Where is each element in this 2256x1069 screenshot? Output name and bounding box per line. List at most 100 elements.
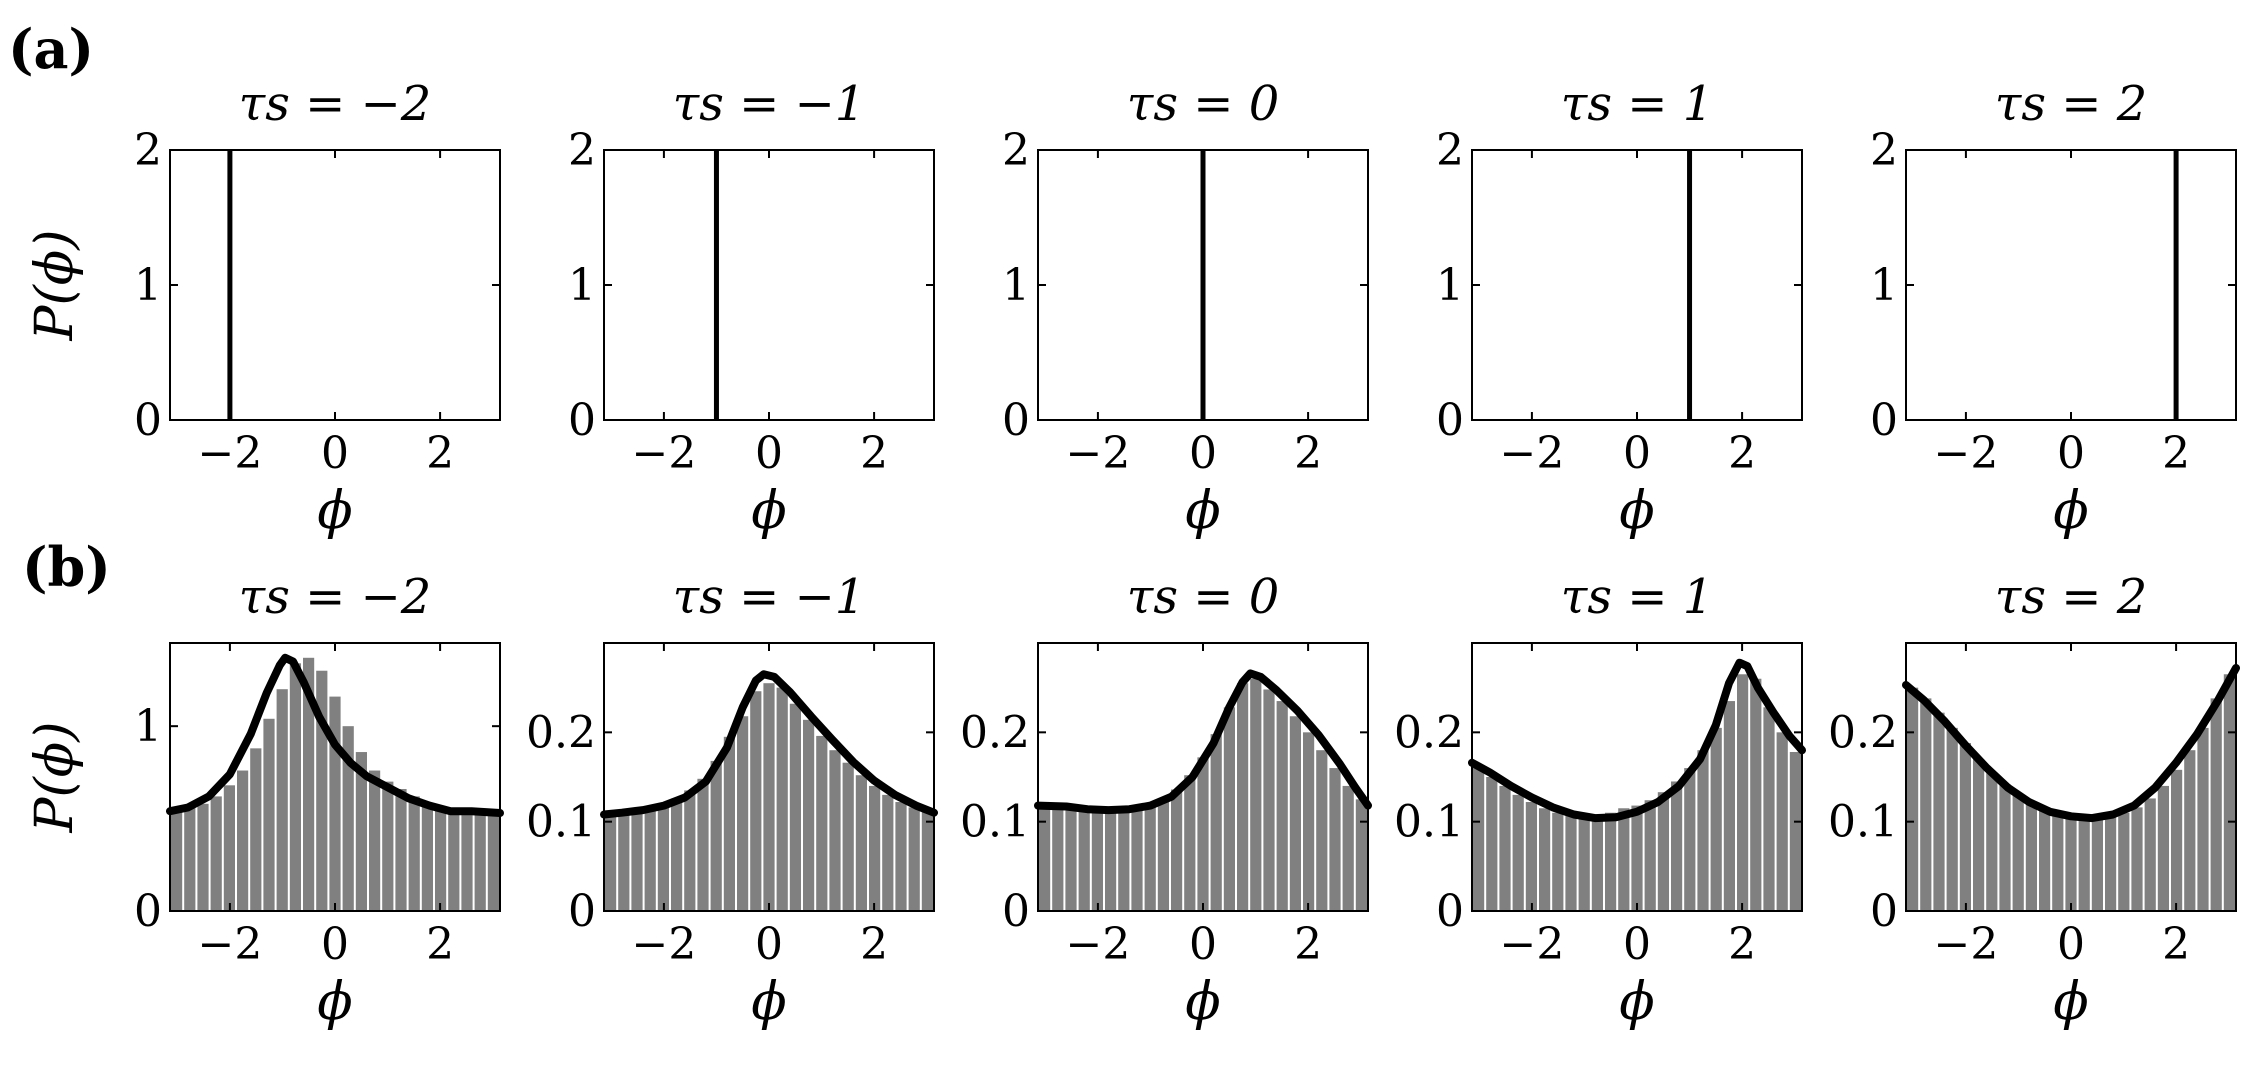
histogram-bar [618,811,630,911]
histogram-bar [1223,707,1235,911]
x-tick-label: 2 [860,428,888,479]
histogram-bar [1710,727,1722,911]
subplot-b-4: −2 0 2 0 0.1 0.2 τs = 1 ϕ [1394,569,1806,1032]
histogram-bar [882,794,894,911]
x-tick-label: 0 [1623,428,1651,479]
x-tick-label: −2 [1933,919,1998,970]
histogram-bar [1091,810,1103,911]
subplot-title: τs = 1 [1561,569,1713,625]
x-tick-label: 0 [321,919,349,970]
x-tick-label: −2 [1933,428,1998,479]
x-tick-label: 2 [426,428,454,479]
histogram-bar [789,703,801,911]
histogram-bar [2144,798,2156,911]
x-tick-label: 2 [426,919,454,970]
histogram-bar [1473,768,1485,911]
histogram-bar [908,807,920,911]
histogram-bar [1671,781,1683,911]
x-tick-label: 0 [321,428,349,479]
histogram-bar [461,811,473,911]
histogram-bar [184,807,196,911]
histogram-bar [1657,792,1669,911]
histogram-bar [1131,807,1143,911]
histogram-bar [474,811,486,911]
x-tick-label: 2 [1294,919,1322,970]
histogram-bar [2131,807,2143,911]
histogram-bar [1644,800,1656,911]
histogram-bar [2012,794,2024,911]
histogram-bar [1250,678,1262,911]
y-tick-label: 0.2 [1394,707,1464,758]
histogram-bar [1486,777,1498,911]
y-tick-label: 0 [134,395,162,446]
x-axis-label: ϕ [2053,481,2088,541]
y-tick-label: 0.1 [1828,797,1898,848]
x-tick-label: −2 [1065,428,1130,479]
histogram-bar [369,770,381,911]
histogram-bar [1605,812,1617,911]
histogram-bar [816,735,828,911]
histogram-bar [803,719,815,911]
x-axis-label: ϕ [1185,972,1220,1032]
histogram-bar [1999,784,2011,911]
histogram-bar [1750,678,1762,911]
subplot-title: τs = 0 [1127,569,1279,625]
x-tick-label: 2 [1728,919,1756,970]
histogram-bar [1039,807,1051,911]
histogram-bar [448,811,460,911]
histogram-bar [855,775,867,911]
histogram-bar [2039,807,2051,911]
y-tick-label: 0 [1870,886,1898,937]
x-tick-label: −2 [1499,428,1564,479]
histogram-bar [684,790,696,911]
histogram-bar [171,811,183,911]
histogram-bar [1552,812,1564,911]
y-tick-label: 0 [1002,886,1030,937]
y-tick-label: 1 [1870,260,1898,311]
fit-curve [1468,658,1806,823]
x-tick-label: 0 [1189,919,1217,970]
y-tick-label: 1 [134,701,162,752]
x-axis-label: ϕ [751,481,786,541]
histogram-bar [355,752,367,911]
y-tick-label: 0 [1436,886,1464,937]
histogram-bar [263,718,275,911]
y-tick-label: 2 [1870,125,1898,176]
histogram-bar [1907,687,1919,911]
histogram-bar [1078,809,1090,911]
histogram-bar [1933,712,1945,911]
histogram-bar [842,762,854,911]
histogram-bar [2157,785,2169,911]
histogram-bar [776,687,788,911]
histogram-bar [829,750,841,911]
y-tick-label: 1 [568,260,596,311]
histogram-bar [197,803,209,911]
histogram-bar [1105,810,1117,911]
histogram-bar [1263,689,1275,911]
histogram-bar [1684,768,1696,911]
y-tick-label: 2 [1002,125,1030,176]
subplot-title: τs = −1 [673,76,866,132]
histogram-bar [763,683,775,911]
histogram-bar [869,785,881,911]
subplot-a-1: −2 0 2 0 1 2 τs = −2 ϕ P(ϕ) [25,76,501,541]
histogram-bar [342,726,354,911]
histogram-bar [1920,698,1932,911]
histogram-bar [1171,789,1183,911]
histogram-bar [2065,814,2077,911]
y-tick-label: 0.1 [1394,797,1464,848]
subplot-a-4: −2 0 2 0 1 2 τs = 1 ϕ [1436,76,1803,541]
y-tick-label: 0 [1002,395,1030,446]
x-tick-label: 0 [2057,428,2085,479]
histogram-bar [2052,810,2064,911]
histogram-bar [1789,751,1801,911]
histogram-bar [737,716,749,911]
histogram-bar [289,663,301,911]
histogram-bar [1631,805,1643,911]
subplot-title: τs = 1 [1561,76,1713,132]
histogram-bar [1776,732,1788,911]
histogram-bar [2171,769,2183,911]
x-tick-label: 2 [1728,428,1756,479]
y-tick-label: 0.1 [526,797,596,848]
